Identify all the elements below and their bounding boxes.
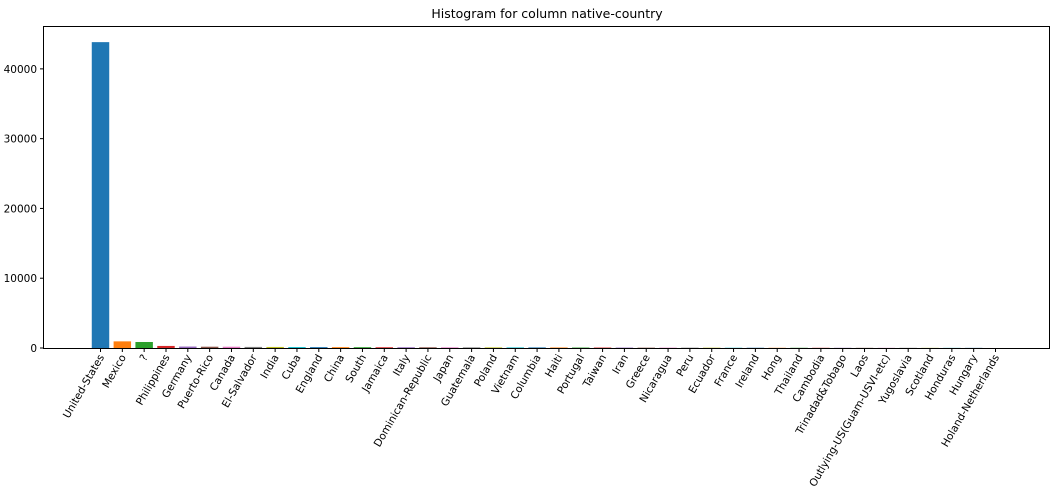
bar bbox=[244, 346, 263, 348]
bar bbox=[310, 347, 328, 348]
bar bbox=[681, 347, 699, 349]
bar bbox=[419, 347, 437, 348]
y-tick-label: 40000 bbox=[4, 64, 37, 76]
y-axis: 0 10000 20000 30000 40000 bbox=[4, 64, 44, 355]
bars bbox=[91, 42, 1005, 349]
bar bbox=[179, 346, 197, 348]
y-tick-label: 0 bbox=[30, 343, 37, 355]
chart-title: Histogram for column native-country bbox=[431, 6, 663, 21]
x-tick-label: Iran bbox=[610, 353, 631, 377]
bar bbox=[637, 347, 655, 349]
x-tick-label: United-States bbox=[61, 353, 107, 421]
bar bbox=[659, 347, 677, 349]
bar bbox=[266, 346, 284, 348]
bar bbox=[157, 345, 175, 348]
bar bbox=[702, 347, 721, 349]
y-tick-label: 10000 bbox=[4, 273, 37, 285]
bar bbox=[593, 347, 612, 349]
bar bbox=[506, 347, 524, 348]
bar bbox=[462, 347, 481, 348]
plot-frame bbox=[43, 26, 1050, 349]
x-tick-label: India bbox=[258, 353, 281, 381]
y-tick-label: 30000 bbox=[4, 134, 37, 146]
bar bbox=[484, 347, 503, 348]
bar bbox=[200, 346, 219, 348]
bar bbox=[375, 347, 394, 348]
x-tick-label: Italy bbox=[391, 353, 413, 379]
bar bbox=[135, 341, 153, 348]
bar bbox=[615, 347, 634, 349]
bar bbox=[397, 347, 415, 348]
bar bbox=[550, 347, 568, 349]
bar bbox=[331, 347, 350, 348]
y-tick-label: 20000 bbox=[4, 203, 37, 215]
x-tick-label: ? bbox=[138, 353, 151, 364]
bar bbox=[222, 346, 241, 348]
bar bbox=[288, 347, 306, 348]
bar bbox=[528, 347, 546, 349]
bar bbox=[353, 347, 372, 348]
bar bbox=[91, 42, 110, 349]
bar bbox=[441, 347, 459, 348]
bar bbox=[572, 347, 590, 349]
bar bbox=[113, 341, 132, 348]
x-tick-label: Peru bbox=[674, 353, 696, 379]
x-tick-label: Laos bbox=[849, 353, 871, 380]
x-tick-label: Haiti bbox=[543, 353, 566, 380]
